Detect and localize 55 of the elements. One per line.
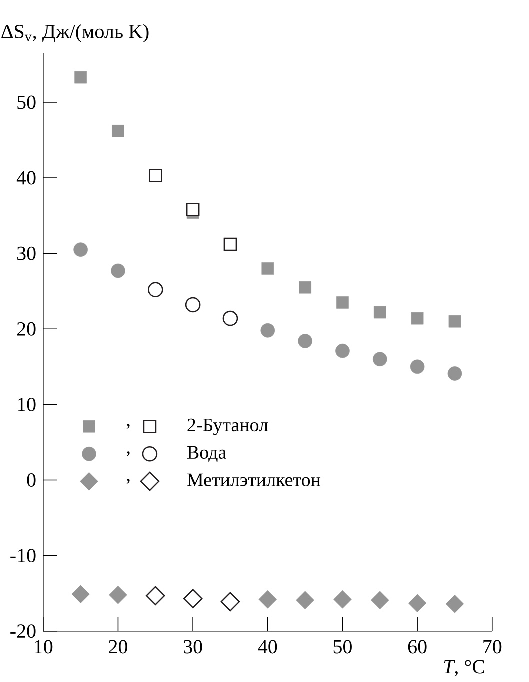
point bbox=[148, 282, 164, 298]
point bbox=[299, 281, 312, 294]
x-tick-label: 30 bbox=[184, 640, 202, 654]
point bbox=[74, 71, 87, 84]
point bbox=[183, 589, 203, 609]
legend-label: , bbox=[126, 424, 130, 430]
point bbox=[336, 296, 349, 309]
x-tick-label: 70 bbox=[484, 640, 502, 654]
y-tick-label: -10 bbox=[10, 549, 36, 563]
point bbox=[411, 312, 424, 325]
legend-label: 2-Бутанол bbox=[188, 418, 268, 436]
legend-label: Метилэтилкетон bbox=[187, 474, 321, 486]
point bbox=[372, 352, 388, 367]
legend-label: , bbox=[126, 479, 130, 484]
x-tick-label: 20 bbox=[109, 640, 128, 654]
x-tick-label: 50 bbox=[334, 640, 352, 654]
point bbox=[446, 595, 464, 614]
legend-label: , bbox=[126, 452, 130, 457]
point bbox=[408, 594, 427, 613]
y-tick-label: 50 bbox=[18, 96, 36, 110]
y-tick-label: 0 bbox=[27, 474, 36, 487]
x-tick-label: 60 bbox=[408, 640, 427, 654]
point bbox=[112, 125, 124, 138]
point bbox=[410, 360, 425, 374]
y-tick-label: 40 bbox=[16, 171, 36, 185]
point bbox=[334, 590, 352, 609]
point bbox=[296, 591, 314, 610]
point bbox=[186, 203, 200, 216]
point bbox=[448, 315, 462, 328]
x-tick-label: 10 bbox=[35, 640, 53, 654]
point bbox=[111, 264, 126, 278]
x-tick-label: 40 bbox=[258, 640, 278, 654]
point bbox=[258, 590, 278, 609]
point bbox=[185, 297, 201, 313]
y-tick-label: 20 bbox=[17, 322, 36, 336]
point bbox=[298, 334, 312, 348]
y-tick-label: 10 bbox=[18, 398, 36, 412]
point bbox=[109, 586, 128, 604]
y-tick-label: 30 bbox=[17, 246, 36, 260]
point bbox=[72, 585, 90, 604]
point bbox=[374, 306, 386, 319]
y-tick-label: -20 bbox=[10, 624, 36, 638]
legend-label: Вода bbox=[187, 446, 226, 463]
point bbox=[260, 324, 276, 338]
point bbox=[74, 242, 88, 257]
point bbox=[220, 592, 240, 612]
point bbox=[222, 310, 238, 326]
point bbox=[448, 366, 462, 381]
point bbox=[371, 591, 390, 610]
x-axis-title: T, °C bbox=[444, 660, 484, 677]
point bbox=[146, 586, 166, 606]
point bbox=[224, 238, 238, 252]
y-axis-title: ΔS$_{v}$, Дж/(моль K) bbox=[2, 24, 149, 43]
point bbox=[262, 262, 274, 275]
point bbox=[336, 344, 350, 358]
